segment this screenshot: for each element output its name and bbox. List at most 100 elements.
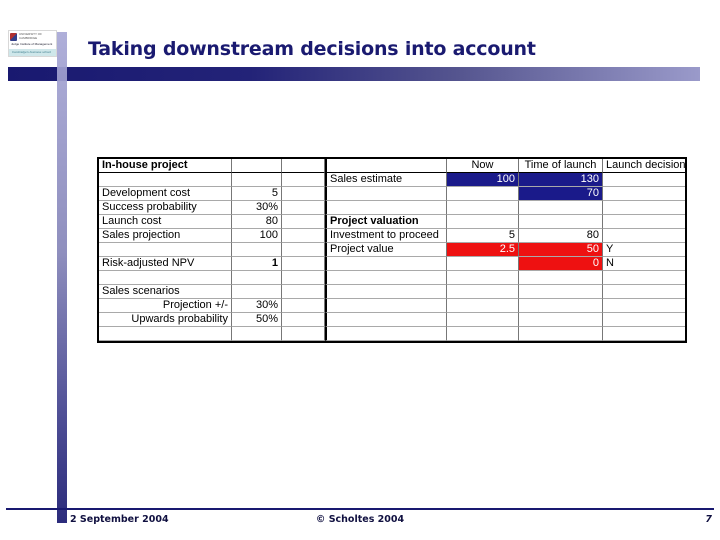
cell-r7c2 <box>232 243 282 257</box>
cell-r7c5: 2.5 <box>447 243 519 257</box>
cell-r2c2 <box>232 173 282 187</box>
footer-copyright: © Scholtes 2004 <box>315 514 405 525</box>
cell-r5c2: 80 <box>232 215 282 229</box>
cell-r11c5 <box>447 299 519 313</box>
cell-r3c5 <box>447 187 519 201</box>
cell-r7c1 <box>99 243 232 257</box>
cell-r6c5: 5 <box>447 229 519 243</box>
cell-r9c2 <box>232 271 282 285</box>
cell-r13c7 <box>603 327 685 341</box>
cell-r10c1: Sales scenarios <box>99 285 232 299</box>
cell-r12c6 <box>519 313 603 327</box>
cell-r13c1 <box>99 327 232 341</box>
cell-r7c4: Project value <box>325 243 447 257</box>
cell-r8c7: N <box>603 257 685 271</box>
cell-r11c2: 30% <box>232 299 282 313</box>
cell-r6c7 <box>603 229 685 243</box>
cell-r6c2: 100 <box>232 229 282 243</box>
cell-r12c5 <box>447 313 519 327</box>
cell-r2c6: 130 <box>519 173 603 187</box>
logo-text: Judge Institute of Management <box>11 42 53 46</box>
cell-r9c5 <box>447 271 519 285</box>
cell-r10c7 <box>603 285 685 299</box>
cell-r1c5: Now <box>447 159 519 173</box>
cell-r10c4 <box>325 285 447 299</box>
cell-r1c6: Time of launch <box>519 159 603 173</box>
cell-r2c1 <box>99 173 232 187</box>
cell-r3c7 <box>603 187 685 201</box>
cell-r8c2: 1 <box>232 257 282 271</box>
horizontal-accent-bar <box>8 67 700 81</box>
cell-r3c1: Development cost <box>99 187 232 201</box>
cell-r4c5 <box>447 201 519 215</box>
university-crest-icon <box>10 33 17 41</box>
spreadsheet: In-house project Now Time of launch Launch … <box>97 157 687 343</box>
cell-r1c7: Launch decision <box>603 159 685 173</box>
cell-r13c3 <box>282 327 325 341</box>
cell-r11c4 <box>325 299 447 313</box>
cell-r5c1: Launch cost <box>99 215 232 229</box>
cell-r11c3 <box>282 299 325 313</box>
cell-r9c4 <box>325 271 447 285</box>
cell-r11c6 <box>519 299 603 313</box>
cell-r6c6: 80 <box>519 229 603 243</box>
cell-r12c2: 50% <box>232 313 282 327</box>
cell-r1c2 <box>232 159 282 173</box>
cell-r6c3 <box>282 229 325 243</box>
cell-r3c3 <box>282 187 325 201</box>
cell-r2c5: 100 <box>447 173 519 187</box>
cell-r9c6 <box>519 271 603 285</box>
cell-r8c4 <box>325 257 447 271</box>
cell-r12c3 <box>282 313 325 327</box>
cell-r9c3 <box>282 271 325 285</box>
cell-r4c3 <box>282 201 325 215</box>
cell-r8c3 <box>282 257 325 271</box>
slide-title: Taking downstream decisions into account <box>88 38 536 60</box>
cell-r1c4 <box>325 159 447 173</box>
logo-strip <box>9 49 56 56</box>
logo-text: UNIVERSITY OF <box>19 32 42 36</box>
cell-r12c1: Upwards probability <box>99 313 232 327</box>
cell-r5c3 <box>282 215 325 229</box>
cell-r13c2 <box>232 327 282 341</box>
cell-r7c6: 50 <box>519 243 603 257</box>
cell-r3c2: 5 <box>232 187 282 201</box>
cell-r4c1: Success probability <box>99 201 232 215</box>
cell-r5c7 <box>603 215 685 229</box>
cell-r10c6 <box>519 285 603 299</box>
footer-divider <box>6 508 714 510</box>
cell-r3c4 <box>325 187 447 201</box>
cell-r2c7 <box>603 173 685 187</box>
cell-r13c6 <box>519 327 603 341</box>
cell-r7c7: Y <box>603 243 685 257</box>
footer-page-number: 7 <box>705 514 712 525</box>
cell-r3c6: 70 <box>519 187 603 201</box>
cell-r12c7 <box>603 313 685 327</box>
cell-r2c3 <box>282 173 325 187</box>
cell-r4c6 <box>519 201 603 215</box>
cell-r13c5 <box>447 327 519 341</box>
cell-r2c4: Sales estimate <box>325 173 447 187</box>
cell-r6c1: Sales projection <box>99 229 232 243</box>
cell-r7c3 <box>282 243 325 257</box>
university-logo: UNIVERSITY OF CAMBRIDGE Judge Institute … <box>8 30 57 57</box>
cell-r5c4: Project valuation <box>325 215 447 229</box>
cell-r5c5 <box>447 215 519 229</box>
cell-r10c5 <box>447 285 519 299</box>
cell-r9c1 <box>99 271 232 285</box>
cell-r9c7 <box>603 271 685 285</box>
cell-r8c6: 0 <box>519 257 603 271</box>
cell-r12c4 <box>325 313 447 327</box>
cell-r13c4 <box>325 327 447 341</box>
cell-r8c1: Risk-adjusted NPV <box>99 257 232 271</box>
cell-r10c3 <box>282 285 325 299</box>
cell-r11c7 <box>603 299 685 313</box>
cell-r11c1: Projection +/- <box>99 299 232 313</box>
cell-r10c2 <box>232 285 282 299</box>
cell-r4c7 <box>603 201 685 215</box>
cell-r1c3 <box>282 159 325 173</box>
cell-r4c4 <box>325 201 447 215</box>
cell-r1c1: In-house project <box>99 159 232 173</box>
cell-r4c2: 30% <box>232 201 282 215</box>
